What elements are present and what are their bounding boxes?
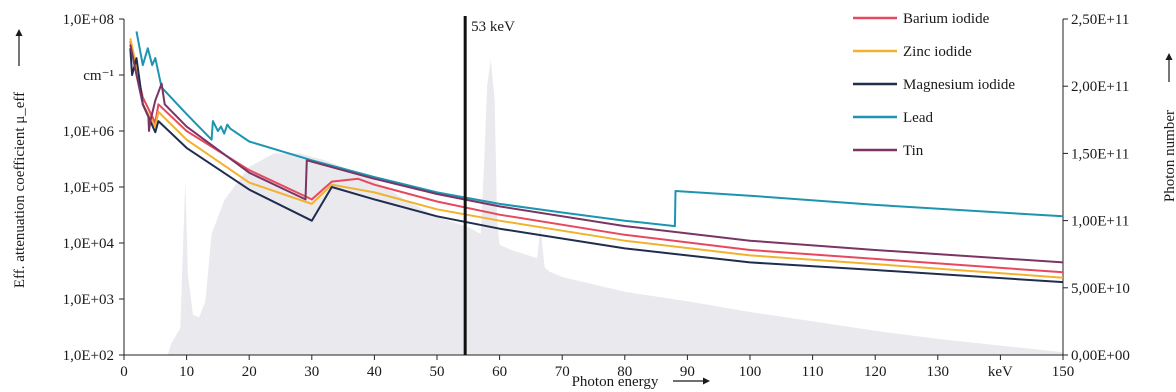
legend-label-barium-iodide: Barium iodide — [903, 11, 990, 27]
series-line-lead — [135, 31, 1064, 228]
legend-label-zinc-iodide: Zinc iodide — [903, 44, 972, 60]
y-tick-label-right: 0,00E+00 — [1071, 348, 1130, 364]
photon-spectrum-layer — [167, 59, 1064, 356]
y-tick-label-right: 2,50E+11 — [1071, 12, 1129, 28]
y-tick-label-left: 1,0E+04 — [63, 236, 115, 252]
axes-layer: 0 10 20 30 40 50 60 70 80 90 100 110 120 130 keV 150 1,0… — [63, 12, 1130, 380]
x-tick-label: 110 — [802, 364, 824, 380]
x-tick-label: 50 — [430, 364, 445, 380]
y-tick-label-left: 1,0E+08 — [63, 12, 114, 28]
y-tick-label-right: 2,00E+11 — [1071, 79, 1129, 95]
x-tick-label: 0 — [120, 364, 128, 380]
y-axis-title-right: Photon number — [1162, 110, 1176, 202]
y-axis-title-right-arrowhead — [1165, 53, 1173, 60]
annotation-layer: 53 keV — [463, 16, 515, 355]
x-tick-label: 130 — [927, 364, 950, 380]
y-tick-label-right: 5,00E+10 — [1071, 281, 1130, 297]
legend-label-magnesium-iodide: Magnesium iodide — [903, 77, 1015, 93]
legend-box — [845, 6, 1055, 171]
x-tick-label: 70 — [555, 364, 570, 380]
x-tick-label: 30 — [304, 364, 319, 380]
y-tick-label-left: 1,0E+06 — [63, 124, 115, 140]
legend: Barium iodide Zinc iodide Magnesium iodide… — [845, 6, 1055, 171]
x-tick-label: 90 — [680, 364, 695, 380]
photon-spectrum-area — [167, 59, 1064, 356]
x-tick-label: 10 — [179, 364, 194, 380]
series-line-tin — [129, 44, 1064, 264]
series-layer — [129, 31, 1064, 284]
series-line-zinc-iodide — [129, 38, 1064, 279]
legend-label-tin: Tin — [903, 143, 924, 159]
x-tick-label: 120 — [864, 364, 887, 380]
y-tick-label-left: cm⁻¹ — [83, 68, 114, 84]
x-tick-label: 40 — [367, 364, 382, 380]
x-axis-title-arrowhead — [703, 377, 710, 385]
y-tick-label-left: 1,0E+02 — [63, 348, 114, 364]
y-tick-label-right: 1,50E+11 — [1071, 146, 1129, 162]
y-axis-title-left: Eff. attenuation coefficient μ_eff — [12, 92, 28, 288]
x-tick-label: 80 — [617, 364, 632, 380]
y-axis-title-left-arrowhead — [15, 29, 23, 36]
x-tick-label: 100 — [739, 364, 762, 380]
x-axis-title: Photon energy — [572, 374, 659, 390]
x-tick-label: 60 — [492, 364, 507, 380]
x-tick-label: 150 — [1052, 364, 1075, 380]
legend-label-lead: Lead — [903, 110, 933, 126]
x-tick-label: 20 — [242, 364, 257, 380]
y-tick-label-right: 1,00E+11 — [1071, 214, 1129, 230]
y-tick-label-left: 1,0E+05 — [63, 180, 114, 196]
y-tick-label-left: 1,0E+03 — [63, 292, 114, 308]
annotation-label: 53 keV — [471, 19, 515, 35]
series-line-magnesium-iodide — [129, 48, 1064, 284]
x-tick-label: keV — [988, 364, 1013, 380]
